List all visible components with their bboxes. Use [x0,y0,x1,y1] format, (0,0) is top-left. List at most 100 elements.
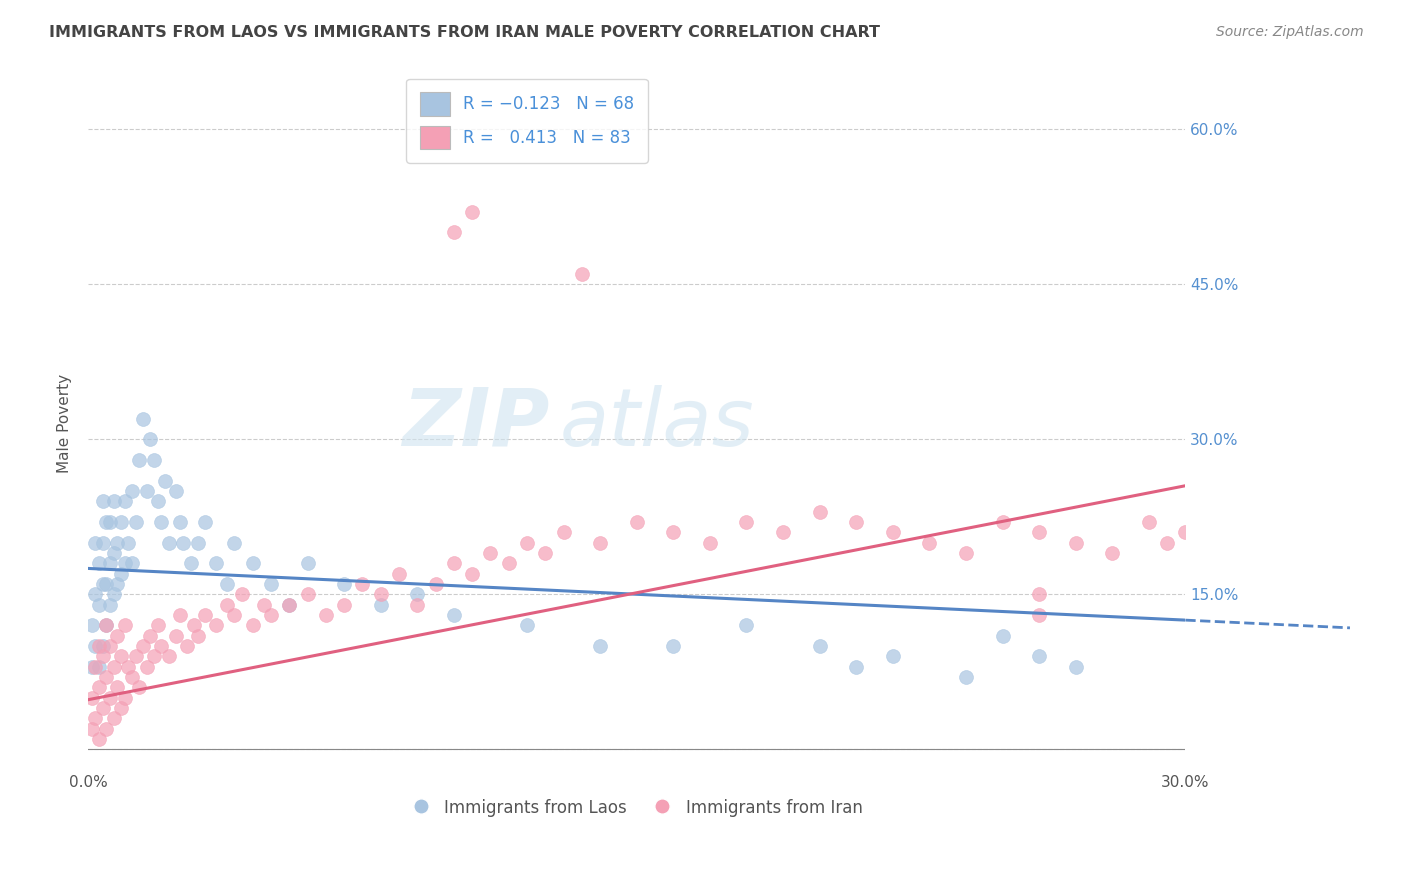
Point [121,670,143,684]
Point [955,670,977,684]
Point [845,659,868,673]
Point [110,649,132,664]
Point [117,535,139,549]
Point [187,629,209,643]
Point [1064,659,1087,673]
Point [425,577,447,591]
Point [194,607,217,622]
Point [260,577,283,591]
Y-axis label: Male Poverty: Male Poverty [58,374,72,474]
Point [135,483,157,498]
Text: Source: ZipAtlas.com: Source: ZipAtlas.com [1216,25,1364,39]
Point [80,618,103,632]
Point [180,556,202,570]
Point [443,226,465,240]
Point [260,607,283,622]
Point [117,659,139,673]
Point [662,639,685,653]
Point [84,587,107,601]
Point [297,587,319,601]
Point [242,618,264,632]
Point [107,629,129,643]
Point [157,649,180,664]
Point [772,525,794,540]
Point [589,639,612,653]
Point [217,598,239,612]
Point [845,515,868,529]
Point [96,670,118,684]
Point [626,515,648,529]
Point [571,267,593,281]
Point [84,535,107,549]
Point [991,515,1014,529]
Point [89,659,111,673]
Point [110,515,132,529]
Point [224,535,246,549]
Point [146,494,169,508]
Point [80,659,103,673]
Point [139,629,162,643]
Point [96,618,118,632]
Point [882,525,904,540]
Point [194,515,217,529]
Point [297,556,319,570]
Point [125,649,148,664]
Point [1064,535,1087,549]
Point [1156,535,1178,549]
Point [443,556,465,570]
Point [498,556,520,570]
Point [406,598,429,612]
Point [146,618,169,632]
Point [132,639,155,653]
Text: IMMIGRANTS FROM LAOS VS IMMIGRANTS FROM IRAN MALE POVERTY CORRELATION CHART: IMMIGRANTS FROM LAOS VS IMMIGRANTS FROM … [49,25,880,40]
Point [187,535,209,549]
Point [96,618,118,632]
Point [98,515,121,529]
Point [110,701,132,715]
Point [107,681,129,695]
Point [150,639,173,653]
Point [121,556,143,570]
Point [114,618,136,632]
Point [103,711,125,725]
Point [110,566,132,581]
Point [91,639,114,653]
Point [169,607,191,622]
Point [107,577,129,591]
Point [135,659,157,673]
Point [370,598,392,612]
Text: atlas: atlas [560,384,755,463]
Point [169,515,191,529]
Point [89,598,111,612]
Point [370,587,392,601]
Point [231,587,253,601]
Point [139,432,162,446]
Point [96,577,118,591]
Point [699,535,721,549]
Point [224,607,246,622]
Point [217,577,239,591]
Point [165,483,187,498]
Point [91,701,114,715]
Point [333,577,356,591]
Point [1174,525,1197,540]
Point [1101,546,1123,560]
Point [1028,607,1050,622]
Point [91,494,114,508]
Point [89,556,111,570]
Point [98,690,121,705]
Point [553,525,575,540]
Point [132,411,155,425]
Point [461,566,484,581]
Point [1137,515,1160,529]
Point [589,535,612,549]
Point [735,618,758,632]
Point [882,649,904,664]
Point [114,556,136,570]
Point [388,566,411,581]
Point [89,731,111,746]
Point [103,659,125,673]
Point [96,722,118,736]
Point [242,556,264,570]
Point [84,659,107,673]
